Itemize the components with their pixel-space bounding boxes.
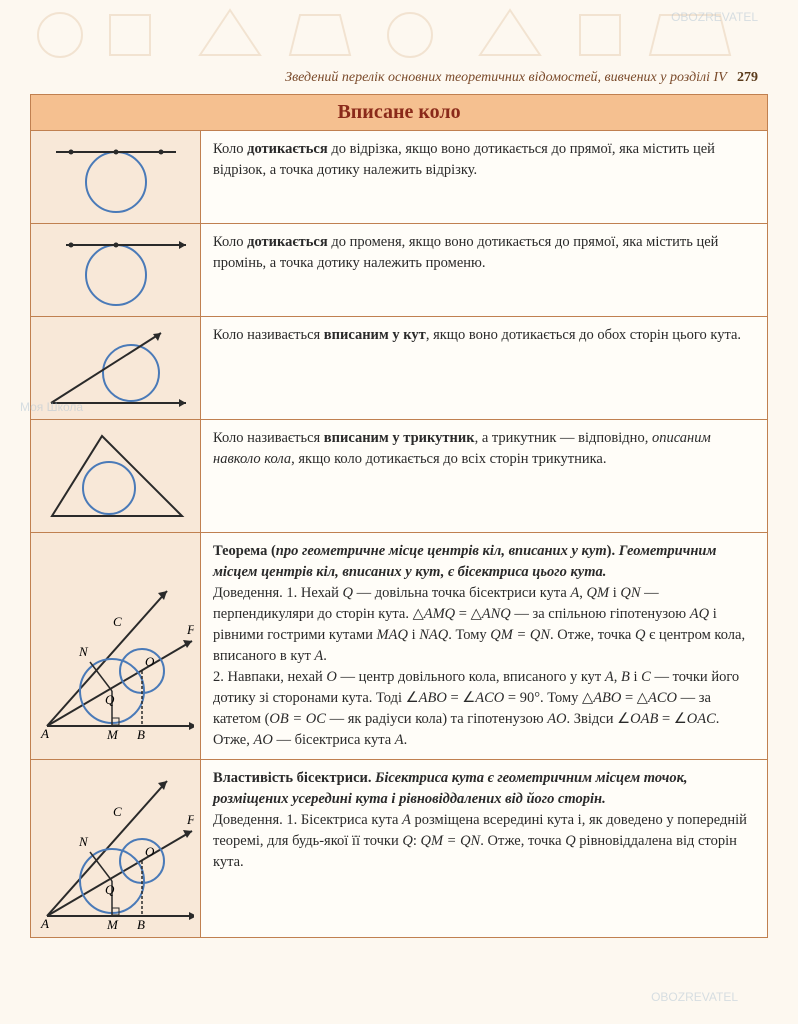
svg-text:F: F [186, 812, 194, 827]
theorem-text: Теорема (про геометричне місце центрів к… [201, 533, 767, 759]
definition-text: Коло називається вписаним у кут, якщо во… [201, 317, 767, 419]
definition-text: Коло дотикається до променя, якщо воно д… [201, 224, 767, 316]
svg-text:M: M [106, 727, 119, 742]
table-row: A M B Q O N C F Теорема (про геометричне… [31, 533, 767, 760]
svg-text:A: A [40, 916, 49, 931]
decorative-header-shapes [0, 0, 798, 70]
diagram-bisector-theorem: A M B Q O N C F [31, 533, 201, 759]
svg-text:Q: Q [105, 882, 115, 897]
svg-text:C: C [113, 614, 122, 629]
definition-text: Коло називається вписаним у трикутник, а… [201, 420, 767, 532]
definition-text: Коло дотикається до відрізка, якщо воно … [201, 131, 767, 223]
svg-text:M: M [106, 917, 119, 931]
diagram-tangent-ray [31, 224, 201, 316]
table-row: Коло називається вписаним у трикутник, а… [31, 420, 767, 533]
svg-text:Q: Q [105, 692, 115, 707]
page-number: 279 [737, 70, 758, 85]
watermark: OBOZREVATEL [651, 990, 738, 1004]
svg-text:B: B [137, 917, 145, 931]
svg-text:A: A [40, 726, 49, 741]
svg-text:O: O [145, 844, 155, 859]
chapter-header: Зведений перелік основних теоретичних ві… [30, 70, 758, 86]
theory-table: Вписане коло Коло дотикається до відрізк… [30, 94, 768, 938]
diagram-inscribed-triangle [31, 420, 201, 532]
table-row: Коло називається вписаним у кут, якщо во… [31, 317, 767, 420]
diagram-bisector-property: A M B Q O N C F [31, 760, 201, 937]
svg-text:F: F [186, 622, 194, 637]
svg-text:B: B [137, 727, 145, 742]
svg-text:O: O [145, 654, 155, 669]
table-row: A M B Q O N C F Властивість бісектриси. … [31, 760, 767, 937]
property-text: Властивість бісектриси. Бісектриса кута … [201, 760, 767, 937]
svg-text:N: N [78, 834, 89, 849]
diagram-tangent-segment [31, 131, 201, 223]
svg-text:C: C [113, 804, 122, 819]
diagram-inscribed-angle [31, 317, 201, 419]
table-row: Коло дотикається до променя, якщо воно д… [31, 224, 767, 317]
svg-text:N: N [78, 644, 89, 659]
table-row: Коло дотикається до відрізка, якщо воно … [31, 131, 767, 224]
table-title: Вписане коло [31, 95, 767, 131]
textbook-page: Зведений перелік основних теоретичних ві… [0, 0, 798, 1024]
chapter-title: Зведений перелік основних теоретичних ві… [285, 70, 726, 85]
